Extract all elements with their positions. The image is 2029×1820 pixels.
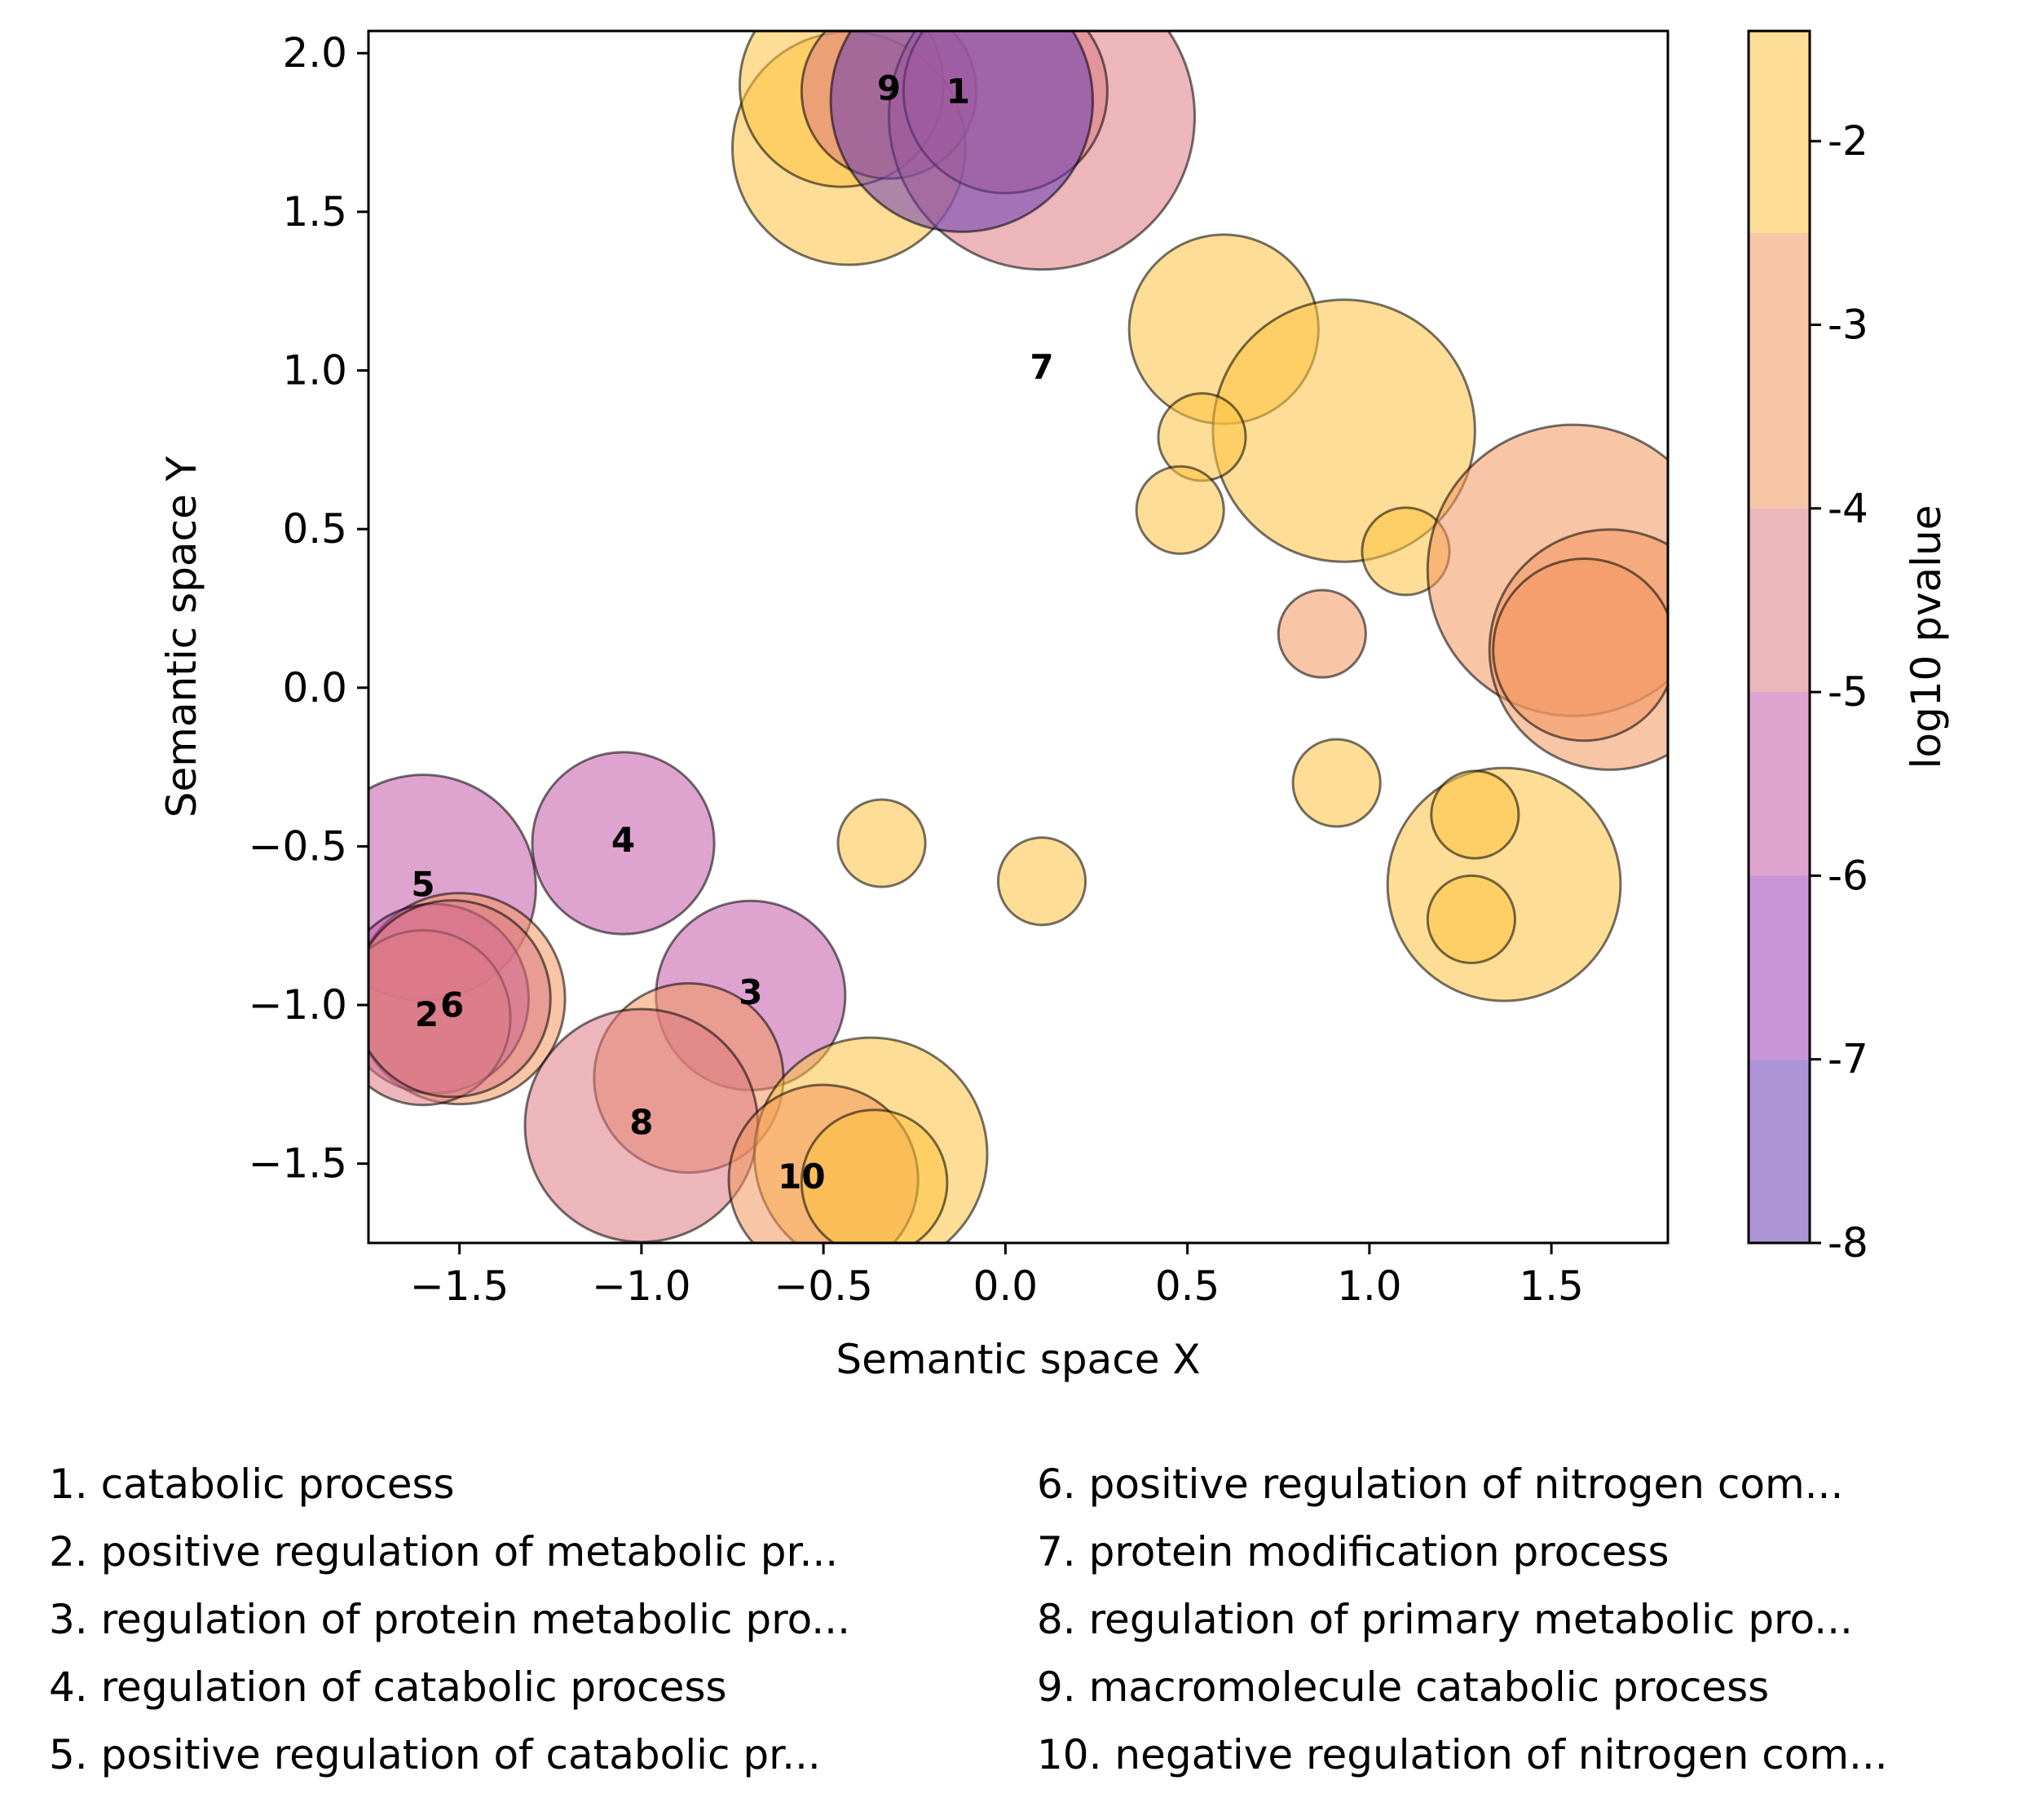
x-tick-label: 1.5 <box>1519 1263 1584 1310</box>
legend-column-left: 1. catabolic process 2. positive regulat… <box>49 1451 850 1789</box>
y-axis: −1.5 −1.0 −0.5 0.0 0.5 1.0 1.5 2.0 <box>249 29 368 1188</box>
bubble-point <box>531 751 716 936</box>
y-tick-label: −1.0 <box>249 981 347 1029</box>
bubble-point <box>1277 588 1367 679</box>
y-tick-label: −1.5 <box>249 1140 347 1188</box>
legend-item: 2. positive regulation of metabolic pr..… <box>49 1528 839 1575</box>
bubble-point <box>368 899 552 1099</box>
y-axis-label: Semantic space Y <box>158 456 205 817</box>
x-tick-label: 1.0 <box>1337 1263 1402 1310</box>
bubble-label: 2 <box>415 994 439 1034</box>
colorbar-band <box>1749 232 1810 509</box>
y-tick-label: 2.0 <box>282 29 347 77</box>
x-tick-label: −1.0 <box>592 1263 690 1310</box>
bubble-label: 5 <box>411 865 434 905</box>
plot-frame <box>367 29 1670 1245</box>
legend-item: 1. catabolic process <box>49 1461 455 1508</box>
bubble-point <box>1426 874 1516 965</box>
bubble-label: 8 <box>629 1103 653 1143</box>
bubble-chart: 1 9 7 4 5 2 6 3 8 10 −1.5 −1.0 −0.5 0.0 0.5 1.0 1.5 −1.… <box>158 29 1950 1383</box>
y-tick-label: 0.5 <box>282 505 347 553</box>
colorbar-band <box>1749 508 1810 693</box>
legend-item: 3. regulation of protein metabolic pro..… <box>49 1596 850 1643</box>
legend-item: 4. regulation of catabolic process <box>49 1664 727 1711</box>
y-tick-label: −0.5 <box>249 822 347 870</box>
bubble-label: 10 <box>778 1157 825 1196</box>
bubble-point <box>829 31 1094 233</box>
legend-item: 8. regulation of primary metabolic pro..… <box>1037 1596 1853 1643</box>
colorbar-frame <box>1747 29 1811 1245</box>
y-tick-label: 1.5 <box>282 188 347 236</box>
colorbar: -8 -7 -6 -5 -4 -3 -2 <box>1747 29 1868 1267</box>
bubble-label: 7 <box>1030 347 1053 387</box>
bubble-point <box>1430 769 1520 860</box>
x-tick-label: −0.5 <box>774 1263 872 1310</box>
legend-item: 9. macromolecule catabolic process <box>1037 1664 1770 1711</box>
legend-item: 6. positive regulation of nitrogen com..… <box>1037 1461 1844 1508</box>
x-axis: −1.5 −1.0 −0.5 0.0 0.5 1.0 1.5 <box>410 1243 1584 1310</box>
bubble-label: 9 <box>877 68 901 108</box>
colorbar-band <box>1749 1059 1810 1243</box>
colorbar-band <box>1749 875 1810 1060</box>
bubble-point <box>1492 557 1668 743</box>
colorbar-tick-label: -8 <box>1828 1219 1868 1267</box>
colorbar-tick-label: -3 <box>1828 301 1868 348</box>
bubble-point <box>996 836 1087 927</box>
colorbar-band <box>1749 31 1810 233</box>
legend-item: 5. positive regulation of catabolic pr..… <box>49 1731 821 1778</box>
colorbar-label: log10 pvalue <box>1903 505 1950 769</box>
x-axis-label: Semantic space X <box>836 1336 1200 1383</box>
bubble-label: 6 <box>440 985 464 1025</box>
colorbar-tick-label: -7 <box>1828 1036 1868 1083</box>
y-tick-label: 0.0 <box>282 664 347 712</box>
bubble-point <box>836 798 927 888</box>
legend-column-right: 6. positive regulation of nitrogen com..… <box>1037 1451 1888 1789</box>
colorbar-tick-label: -4 <box>1828 485 1868 532</box>
y-tick-label: 1.0 <box>282 347 347 394</box>
x-tick-label: 0.5 <box>1155 1263 1220 1310</box>
bubble-label: 1 <box>946 71 970 111</box>
bubbles-layer <box>368 31 1668 1243</box>
colorbar-tick-label: -2 <box>1828 117 1868 165</box>
bubble-point <box>1135 465 1225 555</box>
legend-item: 10. negative regulation of nitrogen com.… <box>1037 1731 1888 1778</box>
bubble-point <box>800 1108 949 1243</box>
colorbar-band <box>1749 692 1810 876</box>
x-tick-label: −1.5 <box>410 1263 509 1310</box>
colorbar-tick-label: -5 <box>1828 668 1868 716</box>
bubble-point <box>1291 738 1382 828</box>
colorbar-tick-label: -6 <box>1828 852 1868 899</box>
bubble-label: 3 <box>739 972 762 1012</box>
x-tick-label: 0.0 <box>973 1263 1039 1310</box>
bubble-label: 4 <box>611 820 635 860</box>
bubble-labels-layer: 1 9 7 4 5 2 6 3 8 10 <box>411 68 1053 1196</box>
legend-item: 7. protein modification process <box>1037 1528 1670 1575</box>
